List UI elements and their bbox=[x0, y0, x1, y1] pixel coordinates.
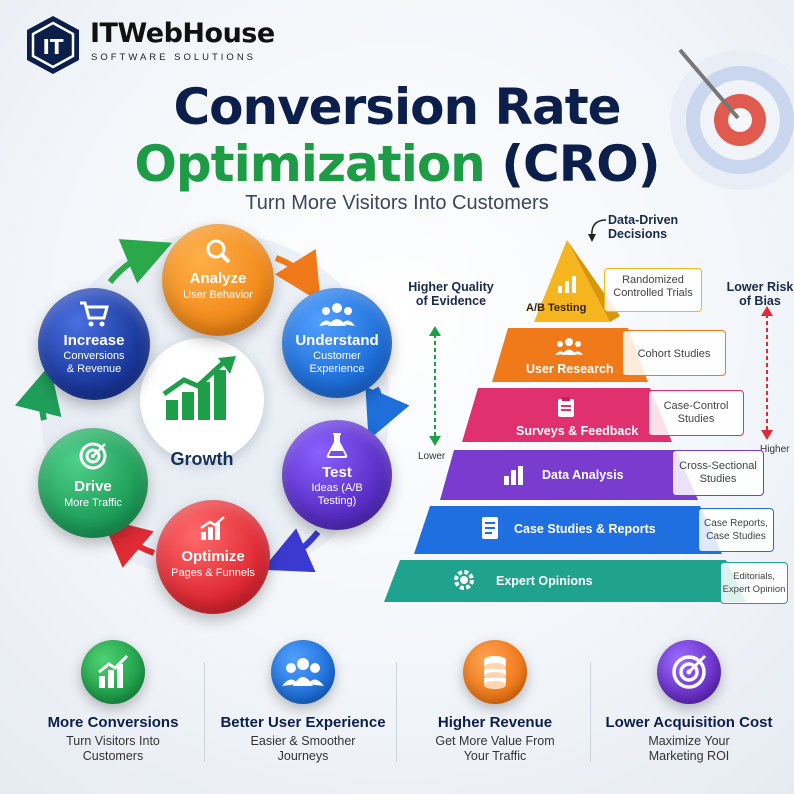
benefit-desc: Easier & Smoother Journeys bbox=[250, 734, 356, 763]
cycle-step-title: Increase bbox=[63, 332, 125, 349]
users-icon bbox=[282, 658, 324, 686]
benefit-higher-revenue: Higher Revenue Get More Value From Your … bbox=[396, 640, 594, 764]
benefit-more-conversions: More Conversions Turn Visitors Into Cust… bbox=[14, 640, 212, 764]
users-icon bbox=[319, 303, 355, 326]
document-icon bbox=[482, 517, 498, 539]
pyramid-tier-ab-testing: A/B Testing bbox=[520, 272, 610, 322]
gear-icon bbox=[454, 570, 474, 590]
benefit-icon-circle bbox=[657, 640, 721, 704]
cycle-step-title: Analyze bbox=[189, 270, 247, 287]
pyramid-tier-data-analysis: Data Analysis bbox=[500, 460, 650, 490]
pyramid-tier-surveys: Surveys & Feedback bbox=[510, 392, 660, 440]
pyramid-tier-expert-opinions: Expert Opinions bbox=[452, 566, 652, 596]
pyramid-tier-case-studies: Case Studies & Reports bbox=[476, 514, 686, 544]
bar-chart-icon bbox=[98, 654, 129, 688]
evidence-box-case-reports: Case Reports, Case Studies bbox=[698, 508, 774, 552]
page-subtitle: Turn More Visitors Into Customers bbox=[245, 192, 549, 214]
cycle-step-subtitle: Conversions & Revenue bbox=[63, 350, 125, 375]
cycle-step-optimize: Optimize Pages & Funnels bbox=[156, 500, 270, 614]
benefit-title: Better User Experience bbox=[220, 714, 386, 731]
tier-label: Case Studies & Reports bbox=[514, 522, 656, 536]
benefit-desc: Turn Visitors Into Customers bbox=[66, 734, 160, 763]
page-title-line2: Optimization (CRO) bbox=[0, 135, 794, 193]
page-title-line1: Conversion Rate bbox=[173, 78, 621, 136]
growth-chart-icon bbox=[162, 356, 236, 420]
divider bbox=[590, 662, 591, 762]
benefit-icon-circle bbox=[81, 640, 145, 704]
users-icon bbox=[555, 338, 583, 355]
benefit-icon-circle bbox=[463, 640, 527, 704]
right-axis-high: Higher bbox=[760, 444, 790, 455]
brand-name: ITWebHouse bbox=[90, 18, 275, 49]
apex-arrow-icon bbox=[588, 219, 607, 242]
benefit-desc: Get More Value From Your Traffic bbox=[435, 734, 555, 763]
cart-icon bbox=[80, 301, 109, 327]
pyramid-tier-user-research: User Research bbox=[520, 332, 630, 380]
coins-icon bbox=[484, 656, 506, 689]
cycle-step-subtitle: More Traffic bbox=[64, 497, 122, 509]
tier-label: A/B Testing bbox=[526, 302, 587, 314]
magnifier-icon bbox=[206, 239, 231, 264]
brand-tagline: SOFTWARE SOLUTIONS bbox=[91, 52, 257, 63]
evidence-box-rct: Randomized Controlled Trials bbox=[604, 268, 702, 312]
target-icon bbox=[672, 654, 707, 689]
bar-chart-icon bbox=[504, 466, 523, 485]
cycle-step-title: Test bbox=[322, 464, 352, 481]
benefit-title: Higher Revenue bbox=[437, 714, 553, 731]
cycle-step-subtitle: Ideas (A/B Testing) bbox=[311, 482, 363, 507]
page-title-cro: (CRO) bbox=[501, 135, 660, 193]
target-icon bbox=[79, 442, 107, 470]
tier-label: Surveys & Feedback bbox=[516, 424, 639, 438]
cycle-step-title: Optimize bbox=[181, 548, 245, 565]
cycle-step-drive: Drive More Traffic bbox=[38, 428, 148, 538]
evidence-box-editorials: Editorials, Expert Opinion bbox=[720, 562, 788, 604]
cycle-step-test: Test Ideas (A/B Testing) bbox=[282, 420, 392, 530]
pyramid-apex-label: Data-Driven Decisions bbox=[608, 213, 679, 241]
growth-hub bbox=[140, 338, 264, 462]
bar-chart-icon bbox=[558, 276, 576, 293]
divider bbox=[396, 662, 397, 762]
page-title-optimization: Optimization bbox=[134, 135, 485, 193]
target-decoration-icon bbox=[670, 48, 794, 190]
cycle-step-subtitle: Pages & Funnels bbox=[171, 567, 255, 579]
left-axis-title: Higher Quality of Evidence bbox=[408, 280, 494, 308]
logo-letters: IT bbox=[42, 35, 63, 59]
logo-icon: IT bbox=[27, 16, 79, 74]
evidence-box-cohort: Cohort Studies bbox=[622, 330, 726, 376]
bar-chart-icon bbox=[200, 516, 225, 540]
benefit-icon-circle bbox=[271, 640, 335, 704]
benefit-title: More Conversions bbox=[47, 714, 179, 731]
tier-label: User Research bbox=[526, 362, 614, 376]
cycle-step-analyze: Analyze User Behavior bbox=[162, 224, 274, 336]
divider bbox=[204, 662, 205, 762]
clipboard-icon bbox=[558, 397, 574, 417]
tier-label: Data Analysis bbox=[542, 468, 624, 482]
cycle-step-title: Drive bbox=[74, 478, 112, 495]
cycle-step-subtitle: User Behavior bbox=[183, 289, 253, 301]
right-axis-title: Lower Risk of Bias bbox=[726, 280, 794, 308]
cycle-step-increase: Increase Conversions & Revenue bbox=[38, 288, 150, 400]
left-axis-low: Lower bbox=[418, 451, 446, 462]
cycle-step-subtitle: Customer Experience bbox=[309, 350, 365, 375]
flask-icon bbox=[326, 433, 348, 458]
cycle-step-understand: Understand Customer Experience bbox=[282, 288, 392, 398]
cycle-step-title: Understand bbox=[295, 332, 379, 349]
growth-label: Growth bbox=[170, 449, 234, 469]
benefit-better-ux: Better User Experience Easier & Smoother… bbox=[204, 640, 402, 764]
benefit-lower-cac: Lower Acquisition Cost Maximize Your Mar… bbox=[590, 640, 788, 764]
tier-label: Expert Opinions bbox=[496, 574, 593, 588]
evidence-box-cross-sectional: Cross-Sectional Studies bbox=[672, 450, 764, 496]
left-axis-arrow bbox=[429, 326, 441, 446]
right-axis-arrow bbox=[761, 306, 773, 440]
benefit-desc: Maximize Your Marketing ROI bbox=[648, 734, 730, 763]
benefit-title: Lower Acquisition Cost bbox=[605, 714, 773, 731]
evidence-box-case-control: Case-Control Studies bbox=[648, 390, 744, 436]
